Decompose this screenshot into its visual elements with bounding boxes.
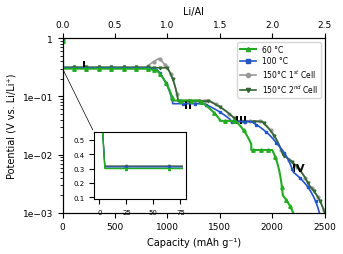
Legend: 60 °C, 100 °C, 150°C 1$^{st}$ Cell, 150°C 2$^{nd}$ Cell: 60 °C, 100 °C, 150°C 1$^{st}$ Cell, 150°…	[237, 43, 321, 99]
Text: III: III	[235, 115, 247, 125]
Text: II: II	[185, 101, 192, 111]
X-axis label: Li/Al: Li/Al	[183, 7, 204, 17]
Text: IV: IV	[292, 163, 305, 173]
X-axis label: Capacity (mAh g⁻¹): Capacity (mAh g⁻¹)	[146, 237, 241, 247]
Text: I: I	[82, 60, 85, 70]
Y-axis label: Potential (V vs. Li/Li⁺): Potential (V vs. Li/Li⁺)	[7, 73, 17, 179]
